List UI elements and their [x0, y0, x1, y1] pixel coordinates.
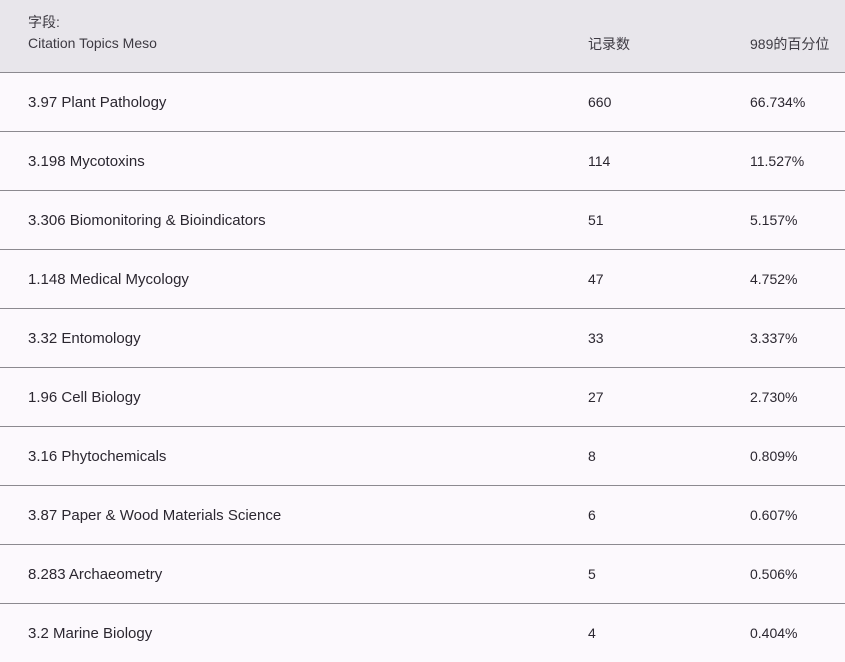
table-row: 3.97 Plant Pathology 660 66.734%	[0, 73, 845, 132]
field-name[interactable]: Citation Topics Meso	[28, 35, 157, 51]
count-column-header[interactable]: 记录数	[588, 36, 630, 52]
percent-cell: 2.730%	[750, 389, 798, 405]
table-row: 3.32 Entomology 33 3.337%	[0, 309, 845, 368]
percent-cell: 11.527%	[750, 153, 805, 169]
topic-cell[interactable]: 3.16 Phytochemicals	[28, 448, 167, 465]
count-cell: 4	[588, 625, 596, 641]
percent-cell: 4.752%	[750, 271, 798, 287]
count-cell: 8	[588, 448, 596, 464]
count-cell: 47	[588, 271, 604, 287]
field-label: 字段:	[28, 14, 60, 30]
count-cell: 660	[588, 94, 612, 110]
topic-cell[interactable]: 3.87 Paper & Wood Materials Science	[28, 507, 282, 524]
table-row: 3.16 Phytochemicals 8 0.809%	[0, 427, 845, 486]
count-cell: 51	[588, 212, 604, 228]
percent-cell: 0.809%	[750, 448, 798, 464]
table-row: 3.198 Mycotoxins 114 11.527%	[0, 132, 845, 191]
table-row: 1.96 Cell Biology 27 2.730%	[0, 368, 845, 427]
table-row: 8.283 Archaeometry 5 0.506%	[0, 545, 845, 604]
percent-cell: 66.734%	[750, 94, 806, 110]
percent-cell: 3.337%	[750, 330, 798, 346]
percent-cell: 0.404%	[750, 625, 798, 641]
count-cell: 33	[588, 330, 604, 346]
count-cell: 5	[588, 566, 596, 582]
table-row: 1.148 Medical Mycology 47 4.752%	[0, 250, 845, 309]
table-row: 3.87 Paper & Wood Materials Science 6 0.…	[0, 486, 845, 545]
count-cell: 6	[588, 507, 596, 523]
topic-cell[interactable]: 8.283 Archaeometry	[28, 566, 163, 583]
topic-cell[interactable]: 1.96 Cell Biology	[28, 389, 141, 406]
field-column-header: 字段: Citation Topics Meso	[28, 12, 157, 54]
topic-cell[interactable]: 1.148 Medical Mycology	[28, 271, 189, 288]
percent-cell: 5.157%	[750, 212, 798, 228]
topic-cell[interactable]: 3.198 Mycotoxins	[28, 153, 145, 170]
percent-cell: 0.506%	[750, 566, 798, 582]
percent-column-header[interactable]: 989的百分位	[750, 36, 830, 52]
count-cell: 27	[588, 389, 604, 405]
topic-cell[interactable]: 3.2 Marine Biology	[28, 625, 153, 642]
topic-cell[interactable]: 3.306 Biomonitoring & Bioindicators	[28, 212, 266, 229]
table-header: 字段: Citation Topics Meso 记录数 989的百分位	[0, 0, 845, 73]
table-row: 3.306 Biomonitoring & Bioindicators 51 5…	[0, 191, 845, 250]
table-row: 3.2 Marine Biology 4 0.404%	[0, 604, 845, 662]
count-cell: 114	[588, 153, 611, 169]
percent-cell: 0.607%	[750, 507, 798, 523]
topic-cell[interactable]: 3.32 Entomology	[28, 330, 141, 347]
topic-cell[interactable]: 3.97 Plant Pathology	[28, 94, 167, 111]
